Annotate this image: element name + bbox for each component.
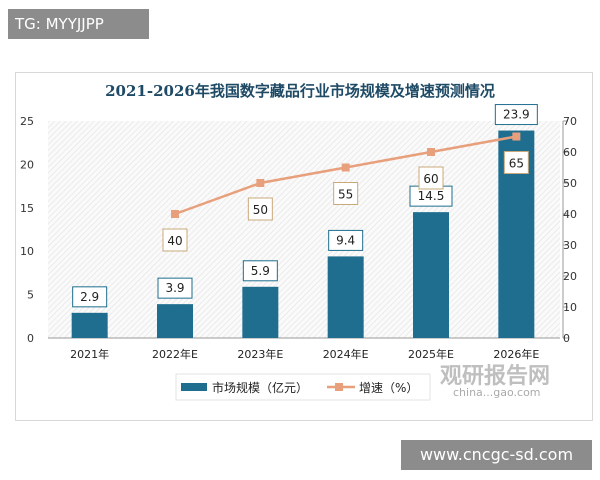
tag-label: TG: MYYJJPP	[8, 9, 149, 39]
growth-data-label-box	[162, 228, 188, 252]
bar-data-label-box	[157, 277, 193, 299]
x-tick-label: 2025年E	[408, 347, 454, 361]
right-tick-label: 20	[563, 270, 577, 283]
legend-bar-swatch	[181, 383, 207, 391]
growth-data-label-box	[503, 151, 529, 174]
right-tick-label: 60	[563, 146, 577, 159]
watermark-brand: 观研报告网	[440, 364, 551, 389]
left-tick-label: 20	[20, 158, 34, 171]
bar-data-label-box	[494, 104, 538, 126]
bar-data-label-box	[242, 260, 278, 282]
right-tick-label: 50	[563, 177, 577, 190]
bar-data-label: 9.4	[336, 233, 355, 247]
bar-data-label-box	[72, 286, 108, 308]
growth-data-label: 50	[253, 203, 268, 217]
watermark-url: china...gao.com	[453, 386, 541, 399]
left-tick-label: 5	[27, 289, 34, 302]
chart-title: 2021-2026年我国数字藏品行业市场规模及增速预测情况	[105, 82, 495, 100]
growth-data-label: 60	[423, 172, 438, 186]
bar	[413, 212, 449, 338]
x-tick-label: 2021年	[70, 347, 109, 361]
growth-data-label: 55	[338, 188, 353, 202]
bar-data-label: 14.5	[418, 189, 445, 203]
legend-line-label: 增速（%）	[359, 381, 418, 395]
bar-data-label: 23.9	[503, 108, 530, 122]
growth-data-label: 65	[509, 157, 524, 171]
x-tick-label: 2026年E	[493, 347, 539, 361]
growth-data-label: 40	[167, 234, 182, 248]
plot-area	[48, 121, 560, 338]
left-tick-label: 15	[20, 202, 34, 215]
left-tick-label: 0	[27, 332, 34, 345]
growth-marker	[171, 210, 179, 218]
legend-bar-label: 市场规模（亿元）	[212, 380, 308, 395]
bar	[71, 312, 108, 338]
right-tick-label: 10	[563, 301, 577, 314]
bar	[242, 286, 279, 338]
legend-line-marker	[335, 383, 343, 391]
chart-frame	[15, 72, 593, 421]
left-tick-label: 25	[20, 115, 34, 128]
right-tick-label: 70	[563, 115, 577, 128]
site-label: www.cncgc-sd.com	[401, 440, 592, 470]
bar	[327, 256, 364, 338]
right-tick-label: 30	[563, 239, 577, 252]
left-tick-label: 10	[20, 245, 34, 258]
x-tick-label: 2024年E	[323, 347, 369, 361]
bar-data-label-box	[328, 229, 364, 251]
bar-data-label: 5.9	[251, 264, 270, 278]
growth-marker	[341, 163, 350, 172]
bar	[157, 304, 193, 338]
right-tick-label: 40	[563, 208, 577, 221]
legend	[175, 373, 431, 401]
growth-marker	[256, 179, 265, 187]
x-tick-label: 2022年E	[152, 347, 198, 361]
growth-data-label-box	[418, 166, 444, 190]
growth-data-label-box	[247, 197, 273, 221]
bar-data-label: 3.9	[165, 281, 184, 295]
bar-data-label: 2.9	[80, 290, 99, 304]
right-tick-label: 0	[563, 332, 570, 345]
growth-data-label-box	[333, 182, 359, 205]
growth-marker	[427, 148, 435, 156]
growth-marker	[512, 132, 521, 141]
x-tick-label: 2023年E	[237, 347, 283, 361]
